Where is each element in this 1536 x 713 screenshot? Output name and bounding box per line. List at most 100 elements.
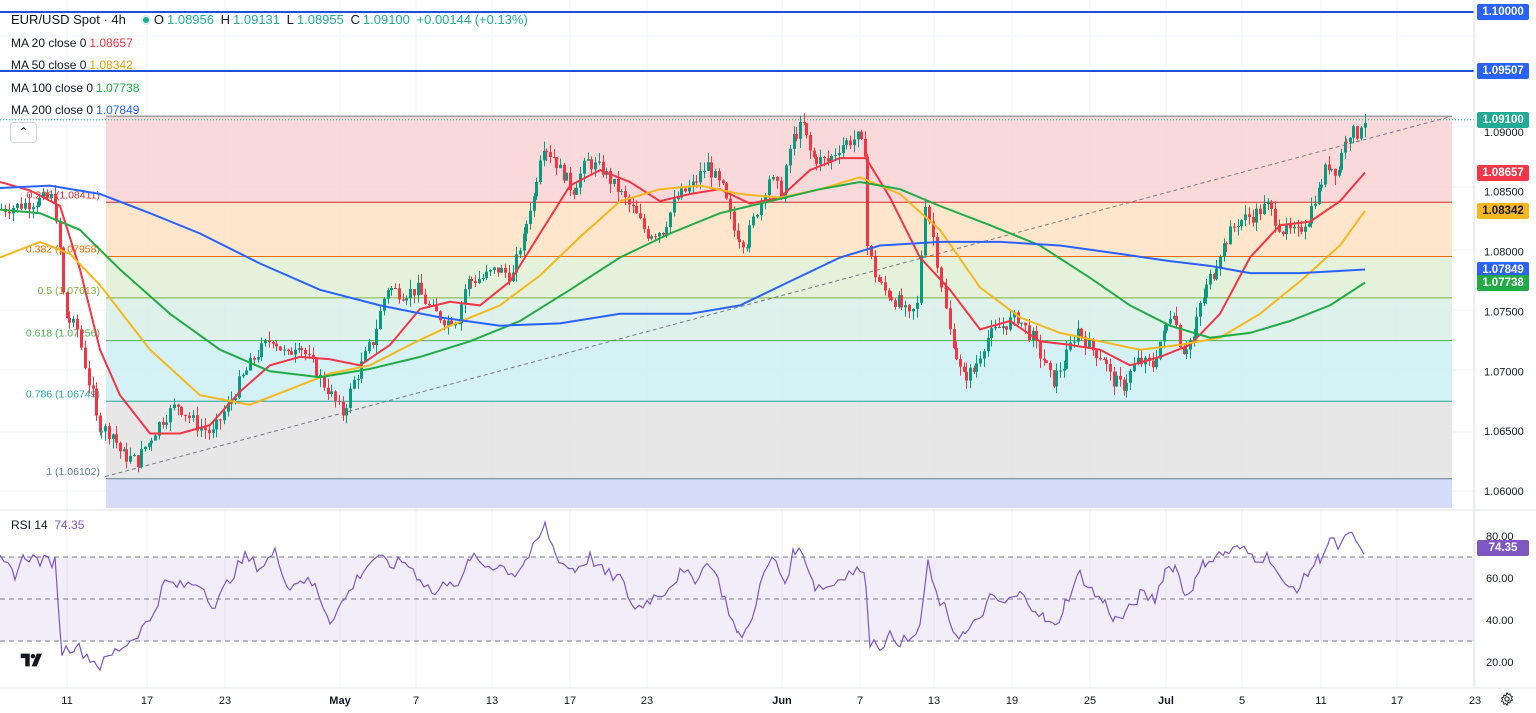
- candle: [1152, 352, 1155, 372]
- change-value: +0.00144 (+0.13%): [416, 12, 528, 27]
- candle: [1209, 269, 1212, 290]
- candle: [188, 412, 191, 424]
- candle-body: [1059, 370, 1062, 372]
- candle-body: [1129, 370, 1132, 383]
- open-label: O: [153, 12, 164, 27]
- candle-body: [809, 135, 812, 151]
- candle: [1263, 195, 1266, 215]
- candle-body: [1223, 243, 1226, 257]
- candle-body: [148, 443, 151, 447]
- candle-body: [227, 403, 230, 412]
- candle: [212, 420, 215, 439]
- tradingview-logo[interactable]: [18, 651, 44, 669]
- candle-body: [756, 214, 759, 217]
- candle-body: [383, 298, 386, 311]
- candle-body: [238, 376, 241, 398]
- candle: [59, 217, 62, 255]
- candle: [1237, 219, 1240, 236]
- symbol-title[interactable]: EUR/USD Spot · 4h: [11, 12, 126, 27]
- time-axis-label: 23: [219, 695, 231, 707]
- candle-body: [815, 157, 818, 165]
- candle-body: [994, 326, 997, 329]
- candle: [125, 442, 128, 469]
- candle: [598, 153, 601, 165]
- indicator-ma50[interactable]: MA 50 close 0 1.08342: [11, 58, 136, 72]
- price-axis-label: 1.08500: [1484, 187, 1524, 199]
- candle-body: [990, 328, 993, 339]
- gear-icon[interactable]: [1499, 691, 1515, 707]
- candle-body: [112, 434, 115, 439]
- candle: [617, 170, 620, 202]
- time-axis-label: 5: [1239, 695, 1245, 707]
- indicator-value: 1.07738: [96, 81, 140, 95]
- candle: [990, 320, 993, 347]
- candle: [884, 275, 887, 296]
- candle-body: [287, 349, 290, 352]
- candle-body: [1225, 243, 1228, 245]
- candle: [424, 288, 427, 305]
- candle-body: [508, 272, 511, 282]
- low-label: L: [286, 12, 294, 27]
- candle-body: [955, 348, 958, 360]
- candle: [710, 156, 713, 187]
- candle-body: [424, 294, 427, 305]
- indicator-label: MA 200 close 0: [11, 103, 94, 117]
- candle: [349, 383, 352, 414]
- rsi-legend[interactable]: RSI 14 74.35: [11, 518, 84, 532]
- candle: [756, 213, 759, 219]
- candle: [353, 376, 356, 390]
- candle-body: [920, 255, 923, 303]
- candle: [1248, 207, 1251, 225]
- candle-body: [1103, 359, 1106, 361]
- price-axis-label: 1.06000: [1484, 486, 1524, 498]
- price-axis-label: 1.06500: [1484, 426, 1524, 438]
- indicator-ma200[interactable]: MA 200 close 0 1.07849: [11, 103, 142, 117]
- indicator-ma20[interactable]: MA 20 close 0 1.08657: [11, 36, 136, 50]
- candle-body: [764, 195, 767, 201]
- candle-body: [1119, 375, 1122, 380]
- candle-body: [1219, 256, 1222, 269]
- candle: [68, 311, 71, 329]
- candle-body: [1248, 214, 1251, 218]
- candle: [180, 406, 183, 417]
- candle-body: [1318, 187, 1321, 204]
- candle-body: [493, 267, 496, 271]
- candle: [1324, 162, 1327, 188]
- candle: [519, 247, 522, 259]
- candle: [932, 212, 935, 247]
- candle-body: [587, 159, 590, 161]
- candle: [857, 131, 860, 148]
- candle-body: [1203, 297, 1206, 303]
- indicator-value: 1.08342: [89, 58, 133, 72]
- candle: [500, 264, 503, 273]
- moving-average-ma200: [0, 184, 1366, 327]
- candle-body: [692, 181, 695, 187]
- candle-body: [1179, 324, 1182, 348]
- candle: [987, 330, 990, 357]
- candle-body: [59, 221, 62, 248]
- candle: [799, 115, 802, 148]
- candle-body: [1340, 152, 1343, 170]
- candle-body: [813, 150, 816, 158]
- collapse-legend-button[interactable]: ⌃: [10, 122, 37, 143]
- candle-body: [215, 419, 218, 430]
- candle-body: [1017, 312, 1020, 324]
- high-label: H: [220, 12, 231, 27]
- candle-body: [42, 192, 45, 198]
- candle-body: [1328, 164, 1331, 171]
- candle-body: [1055, 370, 1058, 387]
- candle-body: [703, 170, 706, 172]
- candle: [133, 453, 136, 457]
- candle-body: [1020, 322, 1023, 324]
- candle: [1084, 331, 1087, 356]
- candle-body: [1360, 127, 1363, 139]
- candle: [327, 378, 330, 401]
- candle-body: [200, 427, 203, 431]
- candle: [1274, 201, 1277, 233]
- candle-body: [647, 229, 650, 239]
- candle: [275, 339, 278, 352]
- candle-body: [300, 348, 303, 350]
- candle-body: [1304, 226, 1307, 232]
- indicator-ma100[interactable]: MA 100 close 0 1.07738: [11, 81, 142, 95]
